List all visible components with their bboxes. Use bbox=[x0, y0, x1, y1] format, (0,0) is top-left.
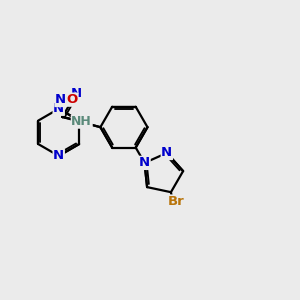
Text: N: N bbox=[161, 146, 172, 160]
Text: Br: Br bbox=[168, 195, 185, 208]
Text: NH: NH bbox=[71, 115, 92, 128]
Text: O: O bbox=[67, 93, 78, 106]
Text: N: N bbox=[139, 156, 150, 170]
Text: N: N bbox=[53, 102, 64, 115]
Text: N: N bbox=[55, 94, 66, 106]
Text: N: N bbox=[53, 149, 64, 162]
Text: N: N bbox=[74, 114, 85, 127]
Text: N: N bbox=[71, 86, 82, 100]
